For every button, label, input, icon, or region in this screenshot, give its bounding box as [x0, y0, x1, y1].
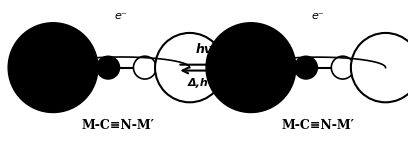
Text: Δ,hν’: Δ,hν’ [188, 78, 220, 88]
Text: hν: hν [195, 43, 213, 56]
Text: M-C≡N-M′: M-C≡N-M′ [82, 119, 155, 132]
Ellipse shape [206, 23, 296, 112]
Ellipse shape [97, 56, 120, 79]
Text: e⁻: e⁻ [114, 11, 127, 21]
Ellipse shape [331, 56, 354, 79]
Ellipse shape [351, 33, 408, 102]
Ellipse shape [8, 23, 98, 112]
Text: M-C≡N-M′: M-C≡N-M′ [282, 119, 355, 132]
Ellipse shape [155, 33, 224, 102]
Ellipse shape [133, 56, 156, 79]
Ellipse shape [295, 56, 317, 79]
Text: e⁻: e⁻ [312, 11, 325, 21]
